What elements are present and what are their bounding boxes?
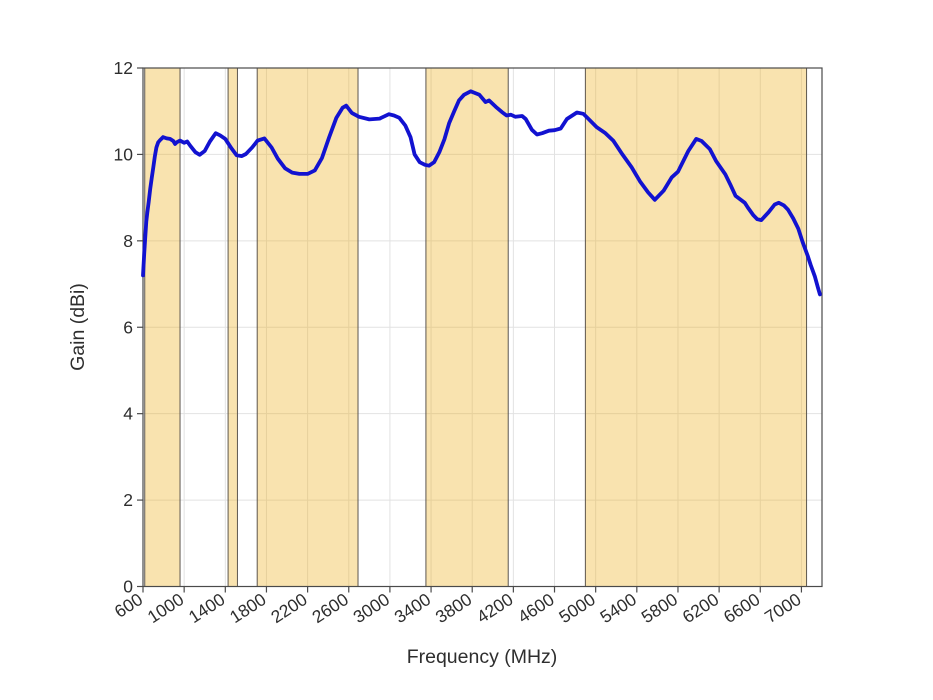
x-tick-label: 5000: [555, 589, 599, 627]
y-tick-label: 8: [123, 231, 133, 251]
x-tick-label: 1400: [185, 589, 229, 627]
y-tick-label: 12: [114, 58, 133, 78]
band-region: [144, 68, 181, 587]
curve-layer: [141, 89, 822, 297]
y-tick-label: 2: [123, 490, 133, 510]
gain-curve: [141, 89, 822, 297]
x-tick-label: 2200: [267, 589, 311, 627]
band-region: [425, 68, 509, 587]
x-tick-label: 5800: [638, 589, 682, 627]
x-tick-label: 2600: [308, 589, 352, 627]
band-region: [228, 68, 238, 587]
x-tick-label: 5400: [596, 589, 640, 627]
y-tick-label: 10: [114, 144, 134, 164]
x-tick-label: 1800: [226, 589, 270, 627]
x-tick-label: 3400: [391, 589, 435, 627]
x-tick-label: 6600: [720, 589, 764, 627]
x-tick-label: 7000: [761, 589, 805, 627]
x-tick-label: 1000: [144, 589, 188, 627]
axis-layer: [137, 67, 823, 593]
x-tick-label: 3800: [432, 589, 476, 627]
x-tick-label: 3000: [350, 589, 394, 627]
y-tick-label: 6: [123, 317, 133, 337]
x-tick-label: 4200: [473, 589, 517, 627]
y-axis-label: Gain (dBi): [67, 283, 89, 371]
x-axis-label: Frequency (MHz): [407, 646, 558, 668]
x-tick-label: 4600: [514, 589, 558, 627]
y-tick-label: 4: [123, 404, 133, 424]
y-tick-label: 0: [123, 577, 133, 597]
x-tick-label: 6200: [679, 589, 723, 627]
